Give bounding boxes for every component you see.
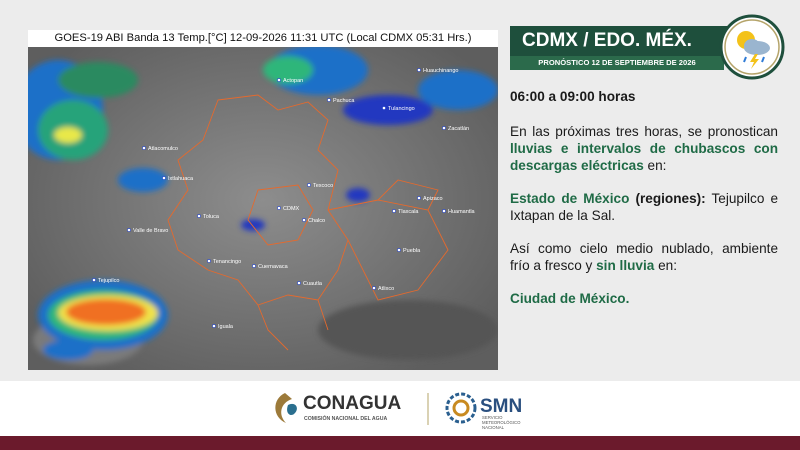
text-segment: en: xyxy=(643,158,667,173)
city-label: Texcoco xyxy=(313,183,333,189)
text-segment: lluvias e intervalos de chubascos con de… xyxy=(510,141,778,173)
city-label: Puebla xyxy=(403,248,421,254)
text-segment: Así como cielo medio nublado, ambiente f… xyxy=(510,241,778,273)
city-label: Pachuca xyxy=(333,98,355,104)
city-dot xyxy=(162,176,166,180)
city-label: Cuernavaca xyxy=(258,264,289,270)
city-label: Actopan xyxy=(283,78,303,84)
smn-subtitle: NACIONAL xyxy=(482,425,505,430)
city-dot xyxy=(327,98,331,102)
city-dot xyxy=(382,106,386,110)
city-label: Huamantla xyxy=(448,209,476,215)
city-dot xyxy=(417,68,421,72)
city-label: Huauchinango xyxy=(423,68,458,74)
conagua-name: CONAGUA xyxy=(303,393,401,414)
paragraph: En las próximas tres horas, se pronostic… xyxy=(510,123,778,174)
paragraph: Estado de México (regiones): Tejupilco e… xyxy=(510,190,778,224)
bottom-bar xyxy=(0,436,800,450)
city-dot xyxy=(397,248,401,252)
paragraph: Ciudad de México. xyxy=(510,290,778,307)
city-dot xyxy=(92,278,96,282)
city-label: Toluca xyxy=(203,214,220,220)
time-range: 06:00 a 09:00 horas xyxy=(510,89,636,104)
city-dot xyxy=(207,259,211,263)
city-dot xyxy=(392,209,396,213)
city-dot xyxy=(212,324,216,328)
footer-logos: CONAGUA COMISIÓN NACIONAL DEL AGUA SMN S… xyxy=(275,392,522,430)
smn-subtitle: SERVICIO xyxy=(482,415,503,420)
text-segment: Estado de México xyxy=(510,191,630,206)
city-label: Tlaxcala xyxy=(398,209,419,215)
text-segment: sin lluvia xyxy=(596,258,655,273)
text-segment: Ciudad de México. xyxy=(510,291,630,306)
city-dot xyxy=(142,146,146,150)
conagua-subtitle: COMISIÓN NACIONAL DEL AGUA xyxy=(304,414,387,422)
city-dot xyxy=(442,126,446,130)
forecast-text: 06:00 a 09:00 horas En las próximas tres… xyxy=(510,88,778,323)
city-dot xyxy=(197,214,201,218)
city-dot xyxy=(442,209,446,213)
header-subtitle: PRONÓSTICO 12 DE SEPTIEMBRE DE 2026 xyxy=(510,56,724,70)
header-title: CDMX / EDO. MÉX. xyxy=(510,26,732,56)
text-segment: En las próximas tres horas, se pronostic… xyxy=(510,124,778,139)
text-segment: (regiones): xyxy=(629,191,706,206)
text-segment: Tejupilco e Ixtapan de la Sal. xyxy=(510,191,779,223)
city-label: Ixtlahuaca xyxy=(168,176,194,182)
city-label: Cuautla xyxy=(303,281,323,287)
city-dot xyxy=(277,206,281,210)
city-dot xyxy=(277,78,281,82)
footer: CONAGUA COMISIÓN NACIONAL DEL AGUA SMN S… xyxy=(0,381,800,436)
city-label: Valle de Bravo xyxy=(133,228,168,234)
city-label: Tejupilco xyxy=(98,278,119,284)
city-label: Chalco xyxy=(308,218,325,224)
city-label: Apizaco xyxy=(423,196,443,202)
city-label: Zacatlán xyxy=(448,126,469,132)
city-label: Tenancingo xyxy=(213,259,241,265)
smn-subtitle: METEOROLÓGICO xyxy=(482,420,521,425)
city-dot xyxy=(302,218,306,222)
map-caption: GOES-19 ABI Banda 13 Temp.[°C] 12-09-202… xyxy=(28,30,498,47)
city-label: Atlacomulco xyxy=(148,146,178,152)
city-dot xyxy=(417,196,421,200)
city-label: CDMX xyxy=(283,206,300,212)
city-label: Tulancingo xyxy=(388,106,415,112)
smn-name: SMN xyxy=(480,396,522,417)
city-dot xyxy=(372,286,376,290)
city-dot xyxy=(252,264,256,268)
text-segment: en: xyxy=(654,258,677,273)
weather-icon xyxy=(719,14,785,80)
conagua-logo: CONAGUA COMISIÓN NACIONAL DEL AGUA xyxy=(275,393,401,423)
city-dot xyxy=(297,281,301,285)
city-dot xyxy=(307,183,311,187)
city-label: Atlixco xyxy=(378,286,394,292)
city-dot xyxy=(127,228,131,232)
paragraph: Así como cielo medio nublado, ambiente f… xyxy=(510,240,778,274)
satellite-map: Actopan Pachuca Tulancingo Huauchinango Zaca… xyxy=(28,30,498,370)
smn-logo: SMN SERVICIO METEOROLÓGICO NACIONAL xyxy=(445,392,522,430)
city-label: Iguala xyxy=(218,324,234,330)
